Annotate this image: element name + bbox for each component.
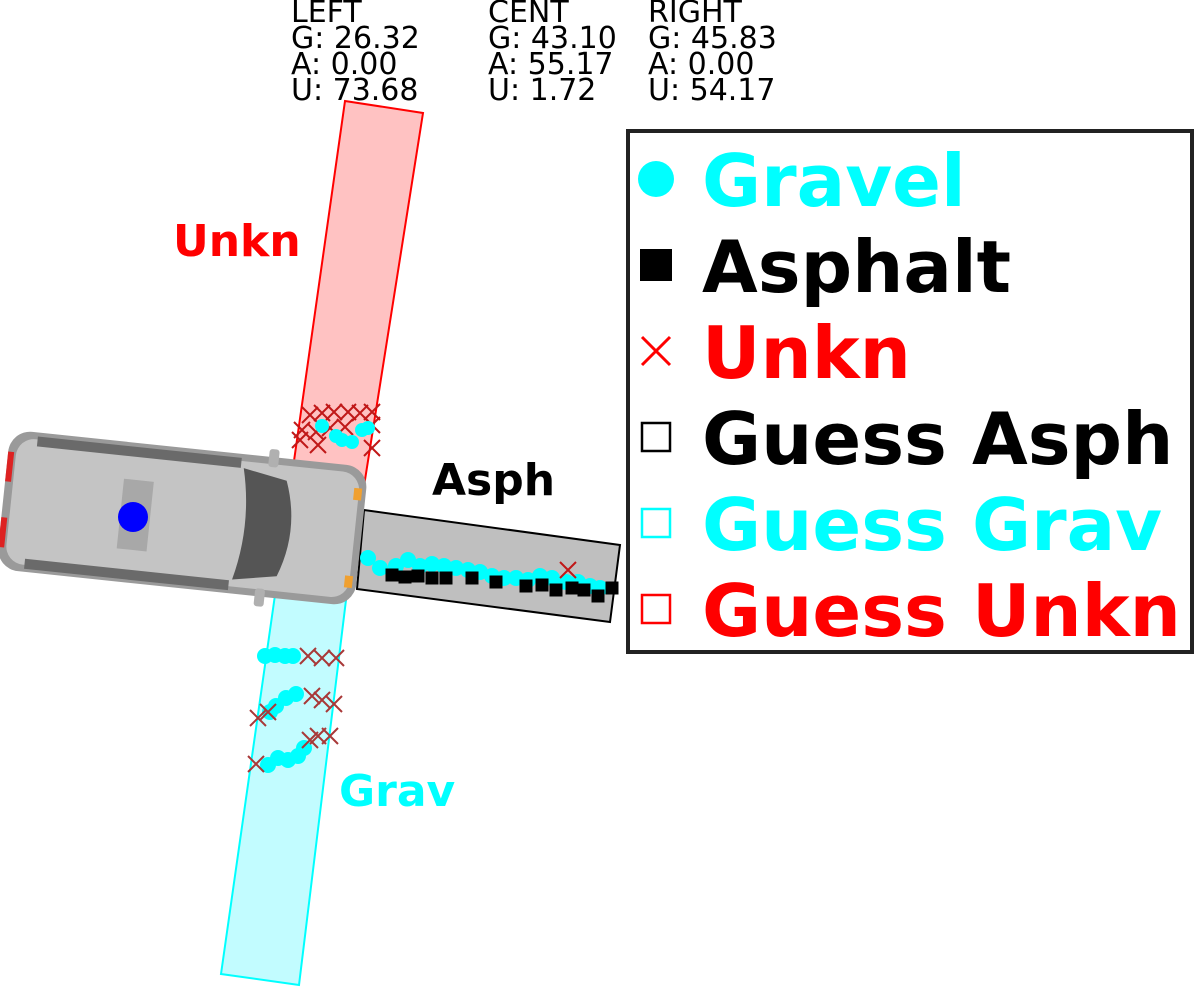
zone-label-asphalt: Asph xyxy=(432,455,555,506)
point-asphalt xyxy=(519,579,533,593)
point-asphalt xyxy=(565,581,579,595)
point-asphalt xyxy=(535,578,549,592)
stats-cent-unknown: U: 1.72 xyxy=(488,73,596,108)
point-unknown xyxy=(259,703,277,721)
legend-marker-filled-circle xyxy=(638,161,674,197)
point-gravel xyxy=(288,686,304,702)
point-asphalt xyxy=(398,570,412,584)
point-asphalt xyxy=(465,571,479,585)
stats-cent-asphalt: A: 55.17 xyxy=(488,47,614,82)
legend-item-guess-asph: Guess Asph xyxy=(630,395,1190,481)
stats-right-asphalt: A: 0.00 xyxy=(648,47,754,82)
zone-label-gravel: Grav xyxy=(339,766,456,817)
point-gravel xyxy=(285,648,301,664)
legend: Gravel Asphalt Unkn Guess Asph Guess Grav Gue… xyxy=(626,129,1194,654)
point-unknown xyxy=(313,691,331,709)
point-unknown xyxy=(247,755,265,773)
point-unknown xyxy=(363,439,381,457)
stats-right-header: RIGHT xyxy=(648,0,742,30)
point-unknown xyxy=(309,436,327,454)
point-asphalt xyxy=(411,569,425,583)
point-gravel xyxy=(436,558,452,574)
point-gravel xyxy=(345,435,359,449)
right-zone-gravel xyxy=(219,586,348,987)
legend-label: Gravel xyxy=(702,139,966,223)
legend-marker-x xyxy=(638,333,674,369)
point-asphalt xyxy=(591,589,605,603)
legend-label: Guess Asph xyxy=(702,397,1174,481)
point-gravel xyxy=(262,704,278,720)
point-gravel xyxy=(260,757,276,773)
point-asphalt xyxy=(577,583,591,597)
legend-marker-open-square xyxy=(638,419,674,455)
point-unknown xyxy=(291,431,309,449)
legend-label: Guess Unkn xyxy=(702,569,1181,653)
stats-left-asphalt: A: 0.00 xyxy=(291,47,397,82)
point-asphalt xyxy=(605,581,619,595)
stats-left-header: LEFT xyxy=(291,0,362,30)
point-asphalt xyxy=(439,571,453,585)
legend-marker-open-square xyxy=(638,591,674,627)
point-asphalt xyxy=(549,583,563,597)
point-gravel xyxy=(372,560,388,576)
legend-item-asphalt: Asphalt xyxy=(630,223,1190,309)
point-unknown xyxy=(321,727,339,745)
point-gravel xyxy=(296,740,312,756)
point-asphalt xyxy=(489,575,503,589)
stats-cent: CENT G: 43.10 A: 55.17 U: 1.72 xyxy=(488,0,617,108)
scatter-points xyxy=(247,403,619,773)
stats-cent-gravel: G: 43.10 xyxy=(488,21,617,56)
vehicle-marker xyxy=(118,502,148,532)
stats-left: LEFT G: 26.32 A: 0.00 U: 73.68 xyxy=(291,0,420,108)
vehicle-icon xyxy=(0,431,367,607)
legend-item-gravel: Gravel xyxy=(630,137,1190,223)
stats-cent-header: CENT xyxy=(488,0,569,30)
stats-right: RIGHT G: 45.83 A: 0.00 U: 54.17 xyxy=(648,0,777,108)
point-gravel xyxy=(355,423,369,437)
stats-right-gravel: G: 45.83 xyxy=(648,21,777,56)
point-gravel xyxy=(329,429,343,443)
legend-marker-filled-square xyxy=(638,247,674,283)
point-unknown xyxy=(303,687,321,705)
point-asphalt xyxy=(425,571,439,585)
point-unknown xyxy=(559,561,577,579)
legend-item-unkn: Unkn xyxy=(630,309,1190,395)
zone-label-unknown: Unkn xyxy=(173,216,301,267)
point-unknown xyxy=(249,709,267,727)
point-unknown xyxy=(325,403,343,421)
point-unknown xyxy=(325,695,343,713)
legend-marker-open-square xyxy=(638,505,674,541)
point-gravel xyxy=(315,419,329,433)
point-unknown xyxy=(327,649,345,667)
legend-item-guess-unkn: Guess Unkn xyxy=(630,567,1190,653)
point-unknown xyxy=(313,649,331,667)
stats-right-unknown: U: 54.17 xyxy=(648,73,776,108)
point-gravel xyxy=(424,556,440,572)
legend-label: Asphalt xyxy=(702,225,1012,309)
legend-label: Unkn xyxy=(702,311,911,395)
point-asphalt xyxy=(385,568,399,582)
legend-item-guess-grav: Guess Grav xyxy=(630,481,1190,567)
point-unknown xyxy=(363,403,381,421)
legend-label: Guess Grav xyxy=(702,483,1163,567)
stats-left-gravel: G: 26.32 xyxy=(291,21,420,56)
point-gravel xyxy=(400,552,416,568)
point-gravel xyxy=(360,550,376,566)
